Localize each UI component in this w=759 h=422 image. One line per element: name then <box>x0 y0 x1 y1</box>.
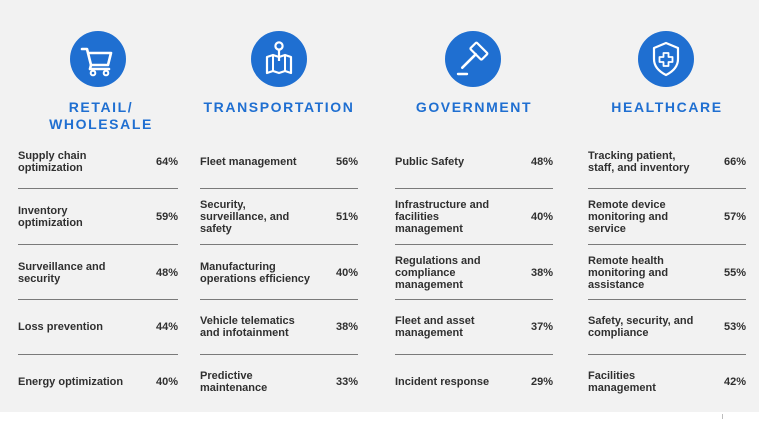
table-row: Fleet management 56% <box>200 134 358 189</box>
use-case-label: Public Safety <box>395 155 465 168</box>
row-divider <box>18 299 178 300</box>
use-case-percent: 64% <box>155 155 178 168</box>
row-divider <box>588 244 746 245</box>
row-divider <box>588 188 746 189</box>
heading-transportation: TRANSPORTATION <box>203 99 355 115</box>
table-row: Fleet and asset management 37% <box>395 299 553 354</box>
use-case-label: Safety, security, and compliance <box>588 314 694 339</box>
table-row: Loss prevention 44% <box>18 299 178 354</box>
table-row: Remote health monitoring and assistance 5… <box>588 245 746 300</box>
use-case-percent: 53% <box>723 320 746 333</box>
use-case-percent: 59% <box>155 210 178 223</box>
table-row: Vehicle telematics and infotainment 38% <box>200 299 358 354</box>
gavel-icon <box>445 31 501 87</box>
use-case-percent: 42% <box>723 375 746 388</box>
row-divider <box>200 354 358 355</box>
table-row: Incident response 29% <box>395 354 553 409</box>
use-case-percent: 40% <box>530 210 553 223</box>
table-row: Predictive maintenance 33% <box>200 354 358 409</box>
use-case-percent: 57% <box>723 210 746 223</box>
row-divider <box>395 188 553 189</box>
use-case-label: Remote device monitoring and service <box>588 198 669 235</box>
use-case-label: Predictive maintenance <box>200 369 268 394</box>
table-row: Supply chain optimization 64% <box>18 134 178 189</box>
use-case-label: Regulations and compliance management <box>395 254 481 291</box>
table-row: Public Safety 48% <box>395 134 553 189</box>
row-divider <box>395 244 553 245</box>
use-case-percent: 38% <box>530 266 553 279</box>
use-case-percent: 44% <box>155 320 178 333</box>
row-divider <box>200 244 358 245</box>
heading-retail: RETAIL/ WHOLESALE <box>49 99 153 132</box>
use-case-percent: 33% <box>335 375 358 388</box>
table-row: Facilities management 42% <box>588 354 746 409</box>
heading-healthcare: HEALTHCARE <box>611 99 723 115</box>
use-case-percent: 38% <box>335 320 358 333</box>
map-pin-icon <box>251 31 307 87</box>
row-divider <box>18 244 178 245</box>
table-row: Remote device monitoring and service 57% <box>588 189 746 244</box>
page-tick <box>722 414 723 419</box>
use-case-label: Tracking patient, staff, and inventory <box>588 149 690 174</box>
row-divider <box>18 188 178 189</box>
use-case-percent: 29% <box>530 375 553 388</box>
heading-government: GOVERNMENT <box>415 99 533 115</box>
use-case-label: Loss prevention <box>18 320 103 333</box>
use-case-label: Supply chain optimization <box>18 149 87 174</box>
table-row: Infrastructure and facilities management… <box>395 189 553 244</box>
use-case-label: Fleet management <box>200 155 297 168</box>
use-case-label: Security, surveillance, and safety <box>200 198 290 235</box>
medical-shield-icon <box>638 31 694 87</box>
use-case-label: Manufacturing operations efficiency <box>200 260 311 285</box>
use-case-label: Infrastructure and facilities management <box>395 198 490 235</box>
use-case-percent: 40% <box>335 266 358 279</box>
use-case-percent: 48% <box>155 266 178 279</box>
row-divider <box>588 299 746 300</box>
use-case-label: Fleet and asset management <box>395 314 475 339</box>
row-divider <box>200 299 358 300</box>
table-row: Inventory optimization 59% <box>18 189 178 244</box>
use-case-label: Inventory optimization <box>18 204 83 229</box>
table-row: Regulations and compliance management 38% <box>395 245 553 300</box>
row-divider <box>588 354 746 355</box>
use-case-label: Energy optimization <box>18 375 124 388</box>
row-divider <box>18 354 178 355</box>
table-row: Manufacturing operations efficiency 40% <box>200 245 358 300</box>
use-case-percent: 51% <box>335 210 358 223</box>
row-divider <box>395 299 553 300</box>
table-row: Energy optimization 40% <box>18 354 178 409</box>
row-divider <box>200 188 358 189</box>
table-row: Security, surveillance, and safety 51% <box>200 189 358 244</box>
use-case-label: Vehicle telematics and infotainment <box>200 314 295 339</box>
use-case-percent: 66% <box>723 155 746 168</box>
use-case-label: Facilities management <box>588 369 656 394</box>
shopping-cart-icon <box>70 31 126 87</box>
use-case-label: Surveillance and security <box>18 260 106 285</box>
use-case-percent: 48% <box>530 155 553 168</box>
table-row: Surveillance and security 48% <box>18 245 178 300</box>
use-case-percent: 55% <box>723 266 746 279</box>
table-row: Tracking patient, staff, and inventory 66… <box>588 134 746 189</box>
use-case-percent: 56% <box>335 155 358 168</box>
use-case-label: Remote health monitoring and assistance <box>588 254 669 291</box>
row-divider <box>395 354 553 355</box>
use-case-percent: 37% <box>530 320 553 333</box>
use-case-label: Incident response <box>395 375 490 388</box>
table-row: Safety, security, and compliance 53% <box>588 299 746 354</box>
use-case-percent: 40% <box>155 375 178 388</box>
